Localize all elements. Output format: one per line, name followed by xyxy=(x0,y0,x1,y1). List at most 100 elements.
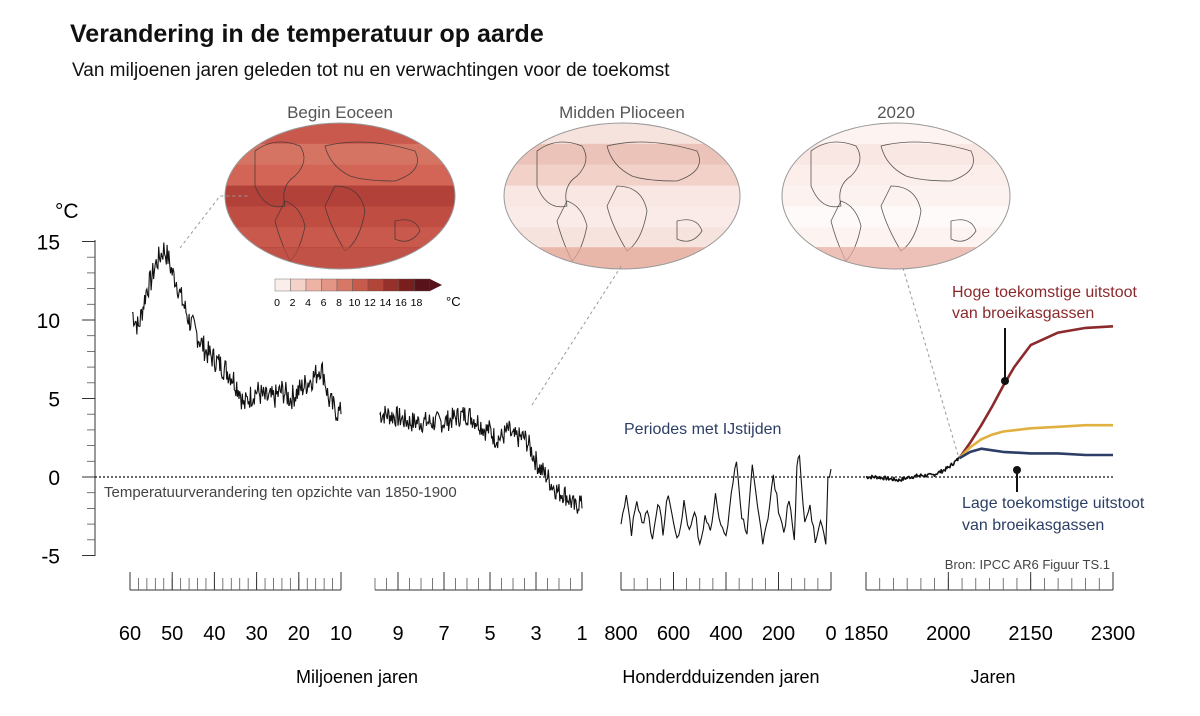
colorbar-swatch xyxy=(414,278,431,292)
low-emissions-line xyxy=(958,447,1113,460)
colorbar-tick-label: 6 xyxy=(321,297,327,309)
map-band xyxy=(225,164,455,186)
colorbar-swatch xyxy=(352,278,369,292)
maps-layer: Begin Eoceen Midden Plioceen 2020 xyxy=(224,103,1011,270)
high-emissions-label-line1: Hoge toekomstige uitstoot xyxy=(952,284,1138,301)
x-tick-label: 3 xyxy=(530,623,541,645)
period-label-millions: Miljoenen jaren xyxy=(296,667,418,687)
map-antarctic-band xyxy=(504,247,740,269)
data-lines xyxy=(131,242,1114,547)
map-label-2: Midden Plioceen xyxy=(559,103,685,122)
temperature-line-panel-2 xyxy=(379,405,583,514)
map-continent-outline xyxy=(950,219,977,242)
map-band xyxy=(225,206,455,228)
period-label-hundred-thousands: Honderdduizenden jaren xyxy=(622,667,819,687)
map-antarctic-band xyxy=(225,247,455,269)
period-label-years: Jaren xyxy=(970,667,1015,687)
map-band xyxy=(504,143,740,165)
map-continent-outline xyxy=(254,141,305,208)
map-frame xyxy=(781,122,1011,270)
map-band xyxy=(225,185,455,207)
chart-title: Verandering in de temperatuur op aarde xyxy=(70,20,544,48)
map-continent-outline xyxy=(394,219,421,242)
x-tick-label: 1850 xyxy=(844,623,889,645)
map-band xyxy=(225,227,455,249)
y-axis-unit-label: °C xyxy=(55,200,79,223)
colorbar-tick-label: 12 xyxy=(364,297,376,309)
map-3 xyxy=(782,123,1010,269)
map-continent-outline xyxy=(606,185,648,252)
map-band xyxy=(782,143,1010,165)
low-emissions-label-line2: van broeikasgassen xyxy=(962,517,1104,534)
x-tick-label: 10 xyxy=(330,623,352,645)
baseline-label: Temperatuurverandering ten opzichte van … xyxy=(104,484,457,501)
map-band xyxy=(504,123,740,144)
temperature-line-panel-3 xyxy=(620,454,832,547)
y-tick-label: 15 xyxy=(37,232,60,255)
map-band xyxy=(782,123,1010,144)
map-continent-outline xyxy=(810,141,861,208)
x-tick-label: 200 xyxy=(762,623,795,645)
x-tick-label: 600 xyxy=(657,623,690,645)
temperature-line-panel-1 xyxy=(131,242,342,422)
map-label-3: 2020 xyxy=(877,103,915,122)
map-continent-outline xyxy=(676,219,703,242)
map-band xyxy=(782,185,1010,207)
chart-subtitle: Van miljoenen jaren geleden tot nu en ve… xyxy=(72,60,670,81)
ice-age-annotation: Periodes met IJstijden xyxy=(624,421,781,438)
low-emissions-pointer-dot xyxy=(1013,466,1021,474)
x-tick-label: 40 xyxy=(203,623,225,645)
x-tick-label: 400 xyxy=(709,623,742,645)
source-label: Bron: IPCC AR6 Figuur TS.1 xyxy=(945,557,1110,572)
x-tick-label: 30 xyxy=(245,623,267,645)
x-tick-label: 0 xyxy=(825,623,836,645)
map-band xyxy=(504,185,740,207)
high-emissions-pointer-dot xyxy=(1001,377,1009,385)
x-tick-label: 800 xyxy=(604,623,637,645)
y-tick-label: -5 xyxy=(41,546,60,569)
map-label-1: Begin Eoceen xyxy=(287,103,393,122)
x-tick-label: 50 xyxy=(161,623,183,645)
colorbar-tick-label: 16 xyxy=(395,297,407,309)
x-tick-label: 2300 xyxy=(1091,623,1136,645)
x-axes: 60 50 40 30 20 10 9 7 5 3 1 800 600 400 200 0 1850 2000 21… xyxy=(119,572,1135,645)
x-tick-label: 20 xyxy=(288,623,310,645)
colorbar-tick-label: 2 xyxy=(290,297,296,309)
y-tick-label: 10 xyxy=(37,310,60,333)
colorbar-swatch xyxy=(367,278,384,292)
map-band xyxy=(504,206,740,228)
colorbar-swatch xyxy=(383,278,400,292)
map-continent-outline xyxy=(880,185,922,252)
colorbar-swatch xyxy=(336,278,353,292)
colorbar-swatch xyxy=(290,278,307,292)
map-band xyxy=(225,143,455,165)
map-1 xyxy=(225,123,455,269)
connector-2020 xyxy=(902,267,959,456)
connector-eocene xyxy=(179,195,250,249)
map-band xyxy=(225,123,455,144)
observed-line xyxy=(865,456,960,483)
colorbar-tick-label: 8 xyxy=(336,297,342,309)
colorbar-tick-label: 18 xyxy=(411,297,423,309)
map-antarctic-band xyxy=(782,247,1010,269)
high-emissions-line xyxy=(958,325,1114,459)
map-band xyxy=(504,227,740,249)
map-continent-outline xyxy=(606,141,700,182)
colorbar-swatch xyxy=(321,278,338,292)
colorbar-tick-label: 10 xyxy=(349,297,361,309)
colorbar-tick-label: 4 xyxy=(305,297,311,309)
map-band xyxy=(782,164,1010,186)
colorbar-swatch xyxy=(398,278,415,292)
x-tick-label: 2150 xyxy=(1008,623,1053,645)
map-continent-outline xyxy=(324,141,418,182)
colorbar-tick-label: 14 xyxy=(380,297,392,309)
colorbar-swatch xyxy=(274,278,291,292)
low-emissions-label-line1: Lage toekomstige uitstoot xyxy=(962,495,1145,512)
x-tick-label: 60 xyxy=(119,623,141,645)
map-continent-outline xyxy=(880,141,974,182)
connector-pliocene xyxy=(531,264,623,406)
map-band xyxy=(504,164,740,186)
colorbar-unit: °C xyxy=(446,294,461,309)
map-band xyxy=(782,206,1010,228)
